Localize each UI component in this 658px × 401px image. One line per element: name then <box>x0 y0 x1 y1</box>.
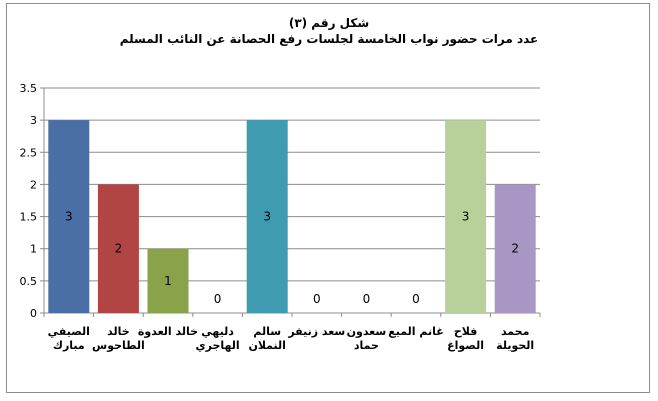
bar <box>147 248 189 313</box>
bar <box>445 120 487 314</box>
bar <box>48 120 90 314</box>
x-category-label: غانم الميع <box>388 325 444 338</box>
y-tick-label: 3.5 <box>20 82 38 95</box>
x-category-label: مبارك <box>53 339 85 352</box>
x-category-label: سالم <box>253 325 281 338</box>
data-label: 0 <box>313 292 321 306</box>
x-category-label: فلاح <box>454 325 477 338</box>
x-category-label: محمد <box>501 325 529 338</box>
data-label: 0 <box>214 292 222 306</box>
x-category-label: سعدون <box>347 325 387 338</box>
x-category-label: الطاحوس <box>92 339 145 352</box>
x-category-label: دليهي <box>201 325 234 338</box>
x-category-label: خالد <box>107 325 130 338</box>
data-label: 2 <box>115 242 123 256</box>
data-label: 3 <box>263 210 271 224</box>
x-category-label: الهاجري <box>196 339 240 352</box>
bar <box>494 184 536 313</box>
y-tick-label: 2 <box>30 178 37 191</box>
data-label: 3 <box>462 210 470 224</box>
x-category-label: حماد <box>354 339 379 352</box>
y-tick-label: 0.5 <box>20 275 38 288</box>
x-category-label: خالد العدوة <box>138 325 198 338</box>
x-category-label: النملان <box>248 339 286 352</box>
chart-subtitle: عدد مرات حضور نواب الخامسة لجلسات رفع ال… <box>119 32 539 46</box>
x-category-label: سعد زنيفر <box>287 325 345 338</box>
y-tick-label: 1.5 <box>20 211 38 224</box>
y-tick-label: 1 <box>30 243 37 256</box>
y-tick-label: 0 <box>30 307 37 320</box>
bar <box>246 120 288 314</box>
y-tick-label: 2.5 <box>20 146 38 159</box>
data-label: 1 <box>164 274 172 288</box>
data-label: 0 <box>412 292 420 306</box>
chart-title: شكل رقم (٣) <box>288 16 370 30</box>
x-category-label: الحويلة <box>496 339 534 352</box>
data-label: 0 <box>363 292 371 306</box>
x-category-label: الصيفي <box>48 325 90 338</box>
data-label: 2 <box>511 242 519 256</box>
y-tick-label: 3 <box>30 114 37 127</box>
data-label: 3 <box>65 210 73 224</box>
bar <box>97 184 139 313</box>
x-category-label: الصواغ <box>447 339 484 352</box>
